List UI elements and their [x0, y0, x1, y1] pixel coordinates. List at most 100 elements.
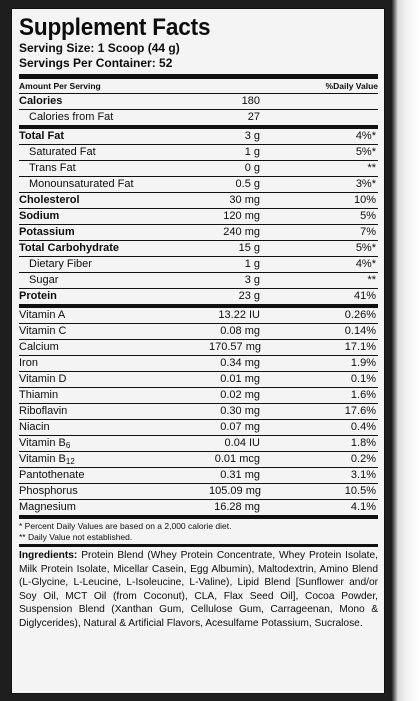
- nutrient-amount: 0.01 mcg: [214, 453, 260, 465]
- nutrient-daily-value: 17.1%: [344, 341, 376, 353]
- nutrient-daily-value: 3%*: [355, 178, 376, 190]
- nutrient-name-text: Vitamin A: [19, 309, 66, 321]
- nutrient-row: Phosphorus 105.09 mg 10.5%: [19, 484, 378, 500]
- nutrient-name: Sugar: [19, 273, 209, 289]
- nutrient-name-text: Protein: [19, 290, 57, 302]
- nutrient-name: Calories from Fat: [19, 110, 209, 126]
- nutrient-daily-value: 4.1%: [350, 501, 376, 513]
- nutrient-amount: 105.09 mg: [209, 485, 261, 497]
- serving-size: Serving Size: 1 Scoop (44 g): [19, 41, 180, 55]
- nutrient-name: Total Fat: [19, 129, 209, 145]
- nutrient-row: Protein 23 g 41%: [19, 289, 378, 308]
- panel-title: Supplement Facts: [19, 14, 211, 41]
- nutrient-amount: 0.01 mg: [220, 373, 260, 385]
- nutrient-daily-value: 0.1%: [350, 373, 376, 385]
- nutrient-name-text: Monounsaturated Fat: [29, 178, 134, 190]
- nutrient-amount: 0.5 g: [235, 178, 260, 190]
- nutrient-daily-value: [260, 110, 378, 126]
- nutrient-subscript: 12: [65, 457, 75, 466]
- nutrient-daily-value: 7%: [360, 226, 376, 238]
- nutrient-name: Vitamin D: [19, 372, 209, 388]
- nutrient-name: Riboflavin: [19, 404, 209, 420]
- nutrient-amount: 15 g: [238, 242, 260, 254]
- nutrient-amount: 180: [241, 95, 260, 107]
- nutrient-amount: 0.07 mg: [220, 421, 260, 433]
- nutrient-name: Vitamin C: [19, 324, 209, 340]
- nutrient-daily-value: 0.4%: [350, 421, 376, 433]
- nutrient-daily-value: 5%: [360, 210, 376, 222]
- nutrient-name-text: Vitamin B: [19, 453, 66, 465]
- nutrient-row: Vitamin D 0.01 mg 0.1%: [19, 372, 378, 388]
- column-header: Amount Per Serving %Daily Value: [19, 80, 378, 94]
- nutrient-amount: 3 g: [244, 274, 260, 286]
- nutrient-name: Phosphorus: [19, 484, 209, 500]
- nutrient-amount: 240 mg: [223, 226, 260, 238]
- nutrient-name-text: Sodium: [19, 210, 60, 222]
- nutrient-name-text: Iron: [19, 357, 38, 369]
- nutrient-amount: 23 g: [238, 290, 260, 302]
- nutrient-name-text: Calcium: [19, 341, 59, 353]
- nutrient-daily-value: 0.14%: [344, 325, 376, 337]
- nutrient-amount: 27: [247, 111, 260, 123]
- nutrient-daily-value: 0.26%: [344, 309, 376, 321]
- ingredients-label: Ingredients:: [19, 550, 78, 561]
- nutrient-row: Niacin 0.07 mg 0.4%: [19, 420, 378, 436]
- nutrient-daily-value: 10%: [353, 194, 376, 206]
- nutrient-name: Total Carbohydrate: [19, 241, 209, 257]
- nutrient-name-text: Magnesium: [19, 501, 76, 513]
- nutrient-row: Total Carbohydrate 15 g 5%*: [19, 241, 378, 257]
- footnote-not-established: ** Daily Value not established.: [19, 531, 133, 542]
- nutrient-daily-value: 3.1%: [350, 469, 376, 481]
- nutrient-row: Pantothenate 0.31 mg 3.1%: [19, 468, 378, 484]
- nutrient-amount: 3 g: [244, 130, 260, 142]
- nutrient-amount: 1 g: [244, 258, 260, 270]
- footnotes: * Percent Daily Values are based on a 2,…: [19, 519, 378, 547]
- nutrient-amount: 0.34 mg: [220, 357, 260, 369]
- nutrient-amount: 0.02 mg: [220, 389, 260, 401]
- nutrient-name-text: Phosphorus: [19, 485, 78, 497]
- nutrient-amount: 1 g: [244, 146, 260, 158]
- nutrient-name: Monounsaturated Fat: [19, 177, 209, 193]
- nutrient-row: Sugar 3 g **: [19, 273, 378, 289]
- nutrient-daily-value: 0.2%: [350, 453, 376, 465]
- nutrient-amount: 30 mg: [229, 194, 260, 206]
- nutrient-name: Dietary Fiber: [19, 257, 209, 273]
- nutrient-amount: 0.31 mg: [220, 469, 260, 481]
- nutrient-name-text: Vitamin B: [19, 437, 66, 449]
- nutrient-row: Calories from Fat 27: [19, 110, 378, 129]
- nutrient-name: Vitamin B12: [19, 452, 209, 468]
- ingredients: Ingredients: Protein Blend (Whey Protein…: [19, 547, 378, 631]
- nutrient-row: Calcium 170.57 mg 17.1%: [19, 340, 378, 356]
- nutrient-daily-value: **: [367, 162, 376, 174]
- nutrient-amount: 13.22 IU: [218, 309, 260, 321]
- nutrient-name: Calories: [19, 94, 209, 110]
- nutrient-row: Potassium 240 mg 7%: [19, 225, 378, 241]
- nutrient-name-text: Vitamin C: [19, 325, 67, 337]
- nutrient-daily-value: 1.8%: [350, 437, 376, 449]
- nutrient-name: Pantothenate: [19, 468, 209, 484]
- nutrient-name: Calcium: [19, 340, 209, 356]
- nutrient-row: Iron 0.34 mg 1.9%: [19, 356, 378, 372]
- nutrient-daily-value: 1.6%: [350, 389, 376, 401]
- servings-per-container: Servings Per Container: 52: [19, 56, 173, 70]
- nutrient-row: Vitamin B12 0.01 mcg 0.2%: [19, 452, 378, 468]
- nutrient-row: Vitamin A 13.22 IU 0.26%: [19, 308, 378, 324]
- nutrient-row: Dietary Fiber 1 g 4%*: [19, 257, 378, 273]
- nutrient-row: Calories 180: [19, 94, 378, 110]
- nutrient-row: Riboflavin 0.30 mg 17.6%: [19, 404, 378, 420]
- nutrient-name-text: Total Carbohydrate: [19, 242, 120, 254]
- nutrient-row: Cholesterol 30 mg 10%: [19, 193, 378, 209]
- nutrient-name: Cholesterol: [19, 193, 209, 209]
- nutrient-amount: 0.04 IU: [224, 437, 260, 449]
- nutrient-name: Iron: [19, 356, 209, 372]
- nutrient-name: Magnesium: [19, 500, 209, 516]
- nutrient-name-text: Niacin: [19, 421, 50, 433]
- nutrient-daily-value: 1.9%: [350, 357, 376, 369]
- footnote-daily-values: * Percent Daily Values are based on a 2,…: [19, 521, 232, 531]
- nutrient-amount: 16.28 mg: [214, 501, 260, 513]
- nutrient-amount: 170.57 mg: [209, 341, 261, 353]
- nutrient-daily-value: 5%*: [355, 146, 376, 158]
- nutrient-name: Trans Fat: [19, 161, 209, 177]
- nutrient-name-text: Sugar: [29, 274, 59, 286]
- nutrient-name: Niacin: [19, 420, 209, 436]
